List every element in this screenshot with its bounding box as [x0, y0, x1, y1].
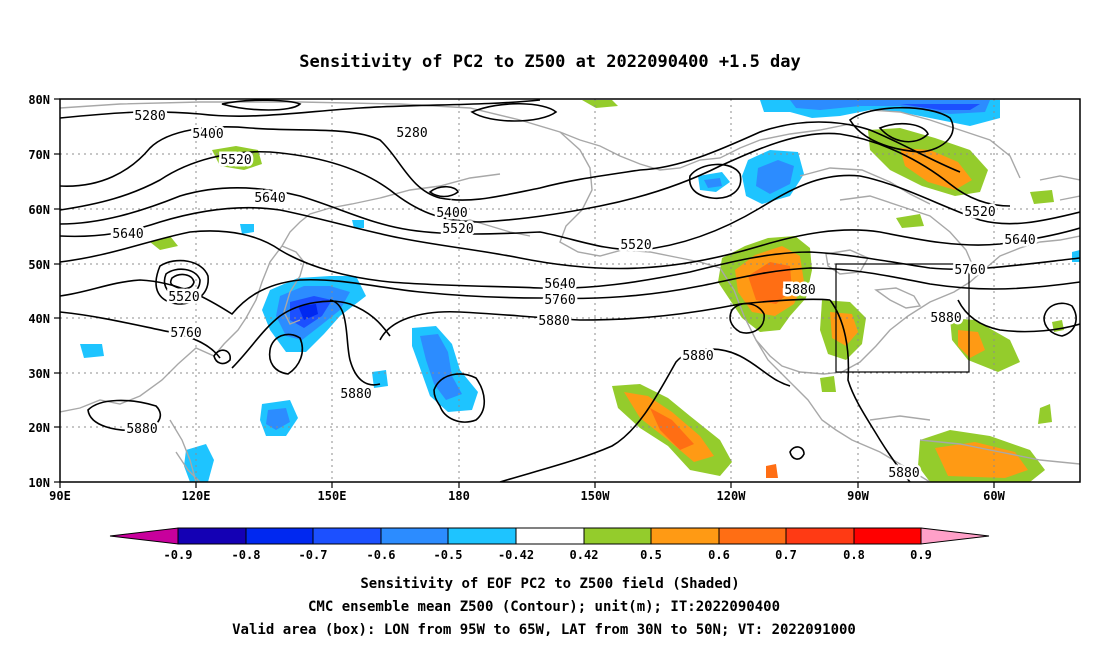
latitude-labels: 80N 70N 60N 50N 40N 30N 20N 10N — [28, 93, 50, 490]
contour-label: 5880 — [784, 283, 815, 298]
lat-label: 10N — [28, 476, 50, 490]
lat-label: 40N — [28, 312, 50, 326]
colorbar-label: -0.9 — [164, 548, 193, 562]
caption: Sensitivity of EOF PC2 to Z500 field (Sh… — [232, 576, 856, 638]
positive-sensitivity-shading — [150, 100, 1064, 482]
contour-label: 5280 — [134, 109, 165, 124]
contour-label: 5520 — [964, 205, 995, 220]
lon-label: 90W — [847, 489, 869, 503]
lat-label: 30N — [28, 367, 50, 381]
colorbar-label: 0.7 — [775, 548, 797, 562]
colorbar-segment — [853, 527, 922, 545]
contour-label: 5520 — [168, 290, 199, 305]
colorbar-segment — [785, 527, 855, 545]
colorbar-label: -0.42 — [498, 548, 534, 562]
colorbar-segment — [583, 527, 652, 545]
colorbar-labels: -0.9 -0.8 -0.7 -0.6 -0.5 -0.42 0.42 0.5 … — [164, 548, 932, 562]
contour-label: 5640 — [544, 277, 575, 292]
contour-label: 5520 — [220, 153, 251, 168]
colorbar-segment — [515, 527, 585, 545]
contour-label: 5520 — [442, 222, 473, 237]
contour-label: 5400 — [192, 127, 223, 142]
colorbar-label: 0.6 — [708, 548, 730, 562]
lat-label: 50N — [28, 258, 50, 272]
contour-label: 5400 — [436, 206, 467, 221]
colorbar-label: 0.5 — [640, 548, 662, 562]
lon-label: 60W — [983, 489, 1005, 503]
colorbar-segment — [380, 527, 449, 545]
contour-label: 5640 — [254, 191, 285, 206]
lon-label: 90E — [49, 489, 71, 503]
lat-label: 20N — [28, 421, 50, 435]
map-panel: 5280 5280 5400 5400 5520 5520 5520 5520 … — [28, 93, 1081, 503]
colorbar-right-triangle — [920, 527, 990, 545]
colorbar-segment — [312, 527, 382, 545]
map-frame — [59, 98, 1081, 483]
contour-label: 5880 — [340, 387, 371, 402]
contour-label: 5760 — [170, 326, 201, 341]
contour-label: 5880 — [682, 349, 713, 364]
axis-ticks — [54, 98, 995, 488]
contour-label: 5280 — [396, 126, 427, 141]
colorbar-label: 0.9 — [910, 548, 932, 562]
lat-label: 80N — [28, 93, 50, 107]
colorbar-label: -0.6 — [367, 548, 396, 562]
longitude-labels: 90E 120E 150E 180 150W 120W 90W 60W — [49, 489, 1005, 503]
colorbar-label: -0.5 — [434, 548, 463, 562]
contour-label: 5760 — [954, 263, 985, 278]
colorbar-label: -0.8 — [232, 548, 261, 562]
figure-title: Sensitivity of PC2 to Z500 at 2022090400… — [299, 52, 801, 72]
lon-label: 150W — [581, 489, 611, 503]
colorbar-label: 0.8 — [843, 548, 865, 562]
colorbar-segment — [718, 527, 787, 545]
lon-label: 150E — [318, 489, 347, 503]
lon-label: 180 — [448, 489, 470, 503]
colorbar-segment — [447, 527, 517, 545]
negative-sensitivity-shading — [80, 100, 1080, 482]
contour-label: 5640 — [1004, 233, 1035, 248]
contour-label: 5640 — [112, 227, 143, 242]
contour-label: 5880 — [888, 466, 919, 481]
colorbar-label: 0.42 — [570, 548, 599, 562]
valid-area-box — [835, 263, 970, 373]
contour-label: 5760 — [544, 293, 575, 308]
colorbar: -0.9 -0.8 -0.7 -0.6 -0.5 -0.42 0.42 0.5 … — [109, 527, 990, 562]
lat-label: 60N — [28, 203, 50, 217]
contour-label: 5520 — [620, 238, 651, 253]
colorbar-segment — [245, 527, 314, 545]
colorbar-segment — [650, 527, 720, 545]
colorbar-label: -0.7 — [299, 548, 328, 562]
contour-label: 5880 — [126, 422, 157, 437]
lon-label: 120W — [717, 489, 747, 503]
contour-labels: 5280 5280 5400 5400 5520 5520 5520 5520 … — [110, 107, 1038, 483]
lon-label: 120E — [182, 489, 211, 503]
colorbar-left-triangle — [109, 527, 179, 545]
caption-line: Valid area (box): LON from 95W to 65W, L… — [232, 622, 856, 638]
lat-label: 70N — [28, 148, 50, 162]
contour-label: 5880 — [538, 314, 569, 329]
contour-label: 5880 — [930, 311, 961, 326]
caption-line: CMC ensemble mean Z500 (Contour); unit(m… — [308, 599, 780, 615]
colorbar-segment — [177, 527, 247, 545]
caption-line: Sensitivity of EOF PC2 to Z500 field (Sh… — [360, 576, 739, 592]
z500-contours — [60, 99, 1080, 482]
